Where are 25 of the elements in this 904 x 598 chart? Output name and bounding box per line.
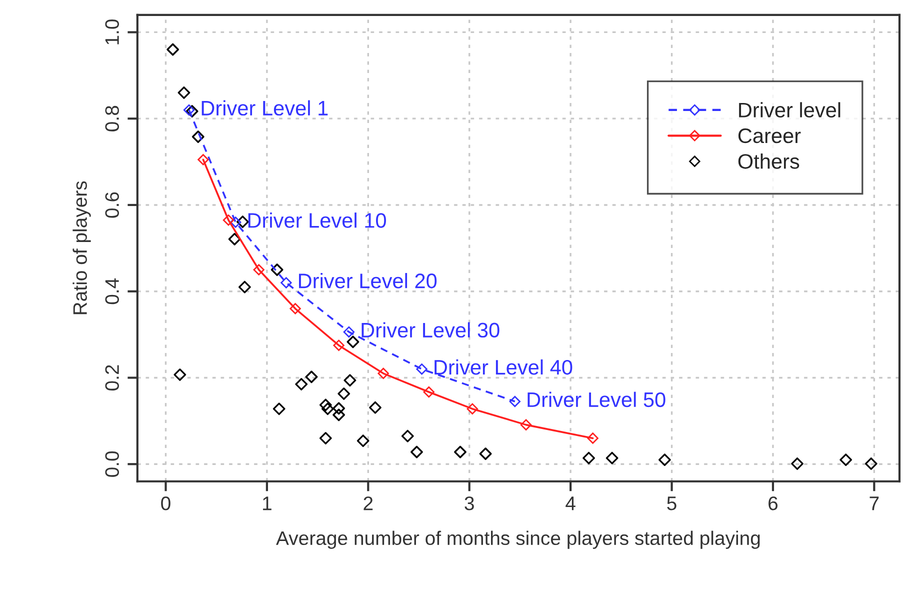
legend-label: Driver level: [739, 102, 840, 118]
y-tick-label: 0.2: [105, 365, 119, 390]
annotation: Driver Level 20: [299, 273, 437, 288]
legend-label: Others: [738, 154, 800, 169]
annotation: Driver Level 1: [202, 100, 328, 116]
annotation: Driver Level 40: [434, 359, 572, 375]
x-tick-label: 1: [263, 496, 272, 510]
x-tick-label: 5: [667, 496, 676, 510]
annotation: Driver Level 50: [528, 392, 666, 408]
y-tick-label: 1.0: [105, 19, 119, 44]
x-tick-label: 6: [768, 496, 778, 510]
y-tick-label: 0.0: [105, 451, 119, 477]
y-tick-label: 0.8: [105, 106, 119, 132]
x-tick-label: 0: [161, 496, 170, 510]
x-axis-title: Average number of months since players started playing: [276, 530, 760, 549]
x-tick-label: 7: [870, 496, 879, 510]
legend-label: Career: [738, 128, 801, 144]
annotation: Driver Level 30: [362, 322, 500, 338]
x-tick-label: 3: [464, 496, 474, 510]
y-tick-label: 0.6: [105, 192, 119, 218]
annotation: Driver Level 10: [248, 212, 386, 228]
y-tick-label: 0.4: [105, 278, 119, 304]
y-axis-title: Ratio of players: [72, 181, 91, 314]
x-tick-label: 4: [566, 496, 576, 510]
x-tick-label: 2: [364, 496, 373, 510]
